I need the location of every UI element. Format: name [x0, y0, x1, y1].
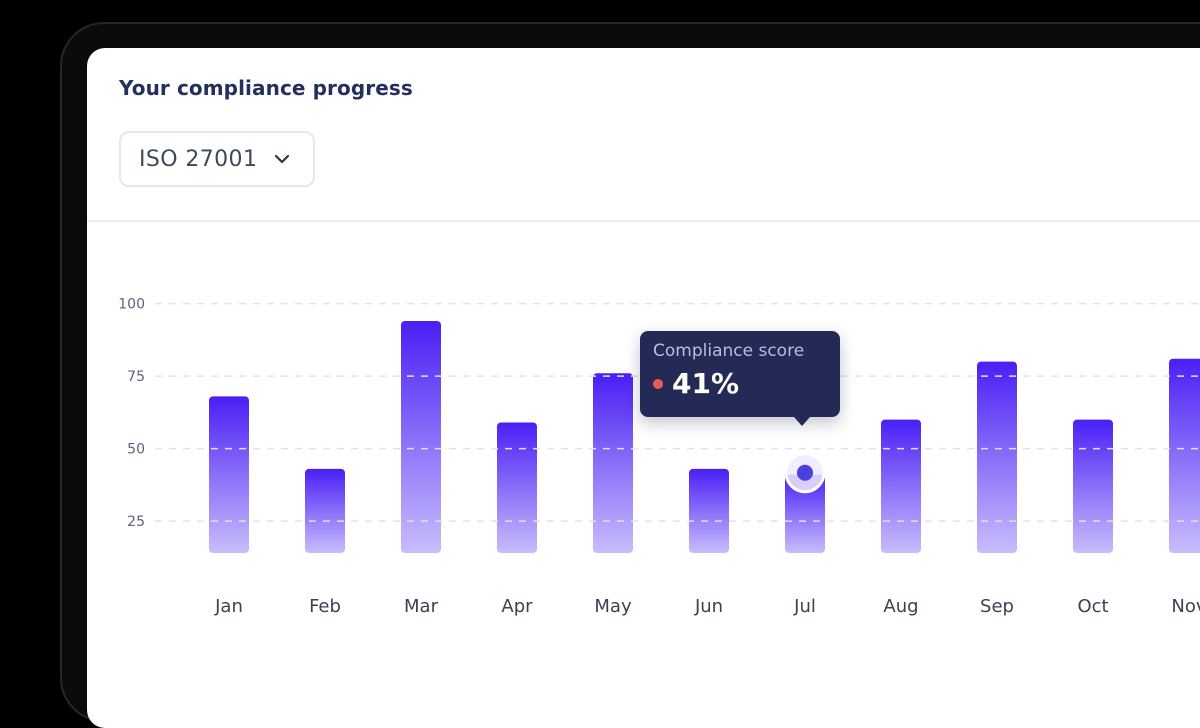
- x-tick-label: Oct: [1077, 596, 1108, 617]
- bar-mar[interactable]: [401, 321, 441, 553]
- tooltip-label: Compliance score: [653, 341, 805, 361]
- bar-feb[interactable]: [305, 468, 345, 553]
- chevron-down-icon: [273, 150, 291, 168]
- x-tick-label: Nov: [1171, 596, 1200, 617]
- bar-may[interactable]: [593, 373, 633, 553]
- y-tick-label: 50: [127, 442, 145, 458]
- y-tick-label: 100: [118, 297, 145, 313]
- x-tick-label: Jul: [793, 596, 816, 617]
- card-title: Your compliance progress: [119, 76, 413, 100]
- x-tick-label: Jun: [694, 596, 723, 617]
- bar-jan[interactable]: [209, 396, 249, 553]
- x-tick-label: Apr: [501, 596, 533, 617]
- tooltip-status-dot: [653, 378, 663, 389]
- bar-nov[interactable]: [1169, 358, 1200, 553]
- score-tooltip: Compliance score 41%: [640, 331, 840, 426]
- compliance-bar-chart: 25 50 75 100 Jan Feb Mar Apr May Jun Jul Aug Sep Oct…: [118, 297, 1200, 617]
- x-tick-label: Feb: [309, 596, 341, 617]
- highlight-marker-dot[interactable]: [797, 464, 813, 481]
- x-tick-label: Mar: [404, 596, 439, 617]
- y-tick-label: 75: [127, 369, 145, 385]
- x-tick-label: Jan: [214, 596, 243, 617]
- tooltip-value-row: 41%: [653, 367, 827, 400]
- framework-select[interactable]: ISO 27001: [119, 131, 315, 187]
- divider: [87, 220, 1200, 222]
- framework-select-value: ISO 27001: [139, 146, 258, 172]
- bar-apr[interactable]: [497, 422, 537, 554]
- bar-jun[interactable]: [689, 468, 729, 553]
- bar-jul[interactable]: [785, 474, 825, 553]
- x-tick-label: Sep: [980, 596, 1014, 617]
- bar-aug[interactable]: [881, 419, 921, 553]
- x-tick-label: Aug: [883, 596, 918, 617]
- bar-oct[interactable]: [1073, 419, 1113, 553]
- compliance-card: Your compliance progress ISO 27001 25 50 7…: [87, 48, 1200, 728]
- y-tick-label: 25: [127, 514, 145, 530]
- x-tick-label: May: [594, 596, 632, 617]
- bar-sep[interactable]: [977, 361, 1017, 553]
- tooltip-value: 41%: [672, 367, 740, 400]
